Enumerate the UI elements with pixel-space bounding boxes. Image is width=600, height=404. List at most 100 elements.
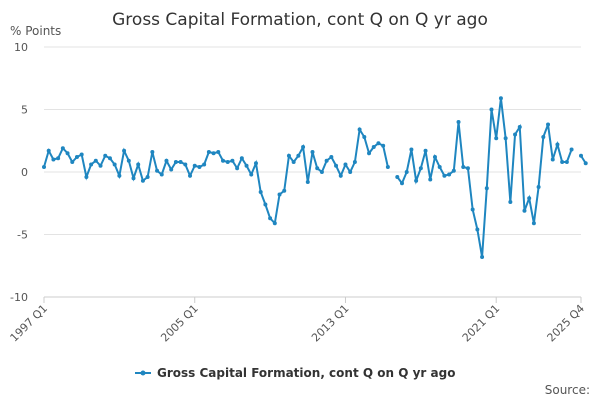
marker [579,153,583,158]
marker [456,120,461,124]
legend-label: Gross Capital Formation, cont Q on Q yr … [157,366,455,380]
marker [253,161,258,166]
line [43,126,389,226]
marker [498,96,503,101]
marker [263,202,268,207]
marker [74,155,79,159]
marker [98,163,103,168]
marker [480,255,485,259]
marker [211,151,216,156]
marker [192,163,197,168]
marker [423,148,428,153]
marker [531,221,536,226]
x-tick-label: 2025 Q4 [545,302,588,345]
marker [159,172,164,177]
marker [400,181,404,186]
marker [145,175,150,179]
marker [395,175,400,179]
marker [84,175,89,179]
marker [437,165,442,169]
y-tick-label: -10 [10,291,28,304]
marker [315,166,320,171]
marker [117,173,122,178]
marker [122,148,127,153]
marker [126,158,131,163]
marker [112,162,117,167]
marker [272,221,277,226]
marker [338,173,343,178]
y-tick-label: -5 [17,229,28,242]
marker [51,157,56,162]
marker [461,165,466,169]
marker [513,132,518,137]
marker [249,172,254,177]
marker [60,146,65,151]
marker [376,141,381,146]
marker [494,136,499,141]
legend-marker [140,370,146,376]
marker [470,207,475,212]
y-tick-label: 10 [14,41,28,54]
chart-title: Gross Capital Formation, cont Q on Q yr … [112,10,488,30]
source: Source: [545,383,590,397]
x-tick-label: 2021 Q1 [460,302,503,345]
marker [277,192,282,197]
marker [282,188,287,193]
marker [221,158,225,163]
marker [414,178,419,183]
marker [564,160,569,164]
marker [155,168,160,173]
marker [560,160,565,164]
legend-item[interactable]: Gross Capital Formation, cont Q on Q yr … [135,366,455,380]
y-tick-label: 0 [21,166,28,179]
marker [164,158,169,163]
marker [42,165,46,169]
marker [536,185,541,189]
marker [93,158,98,163]
marker [197,165,202,169]
marker [136,162,141,167]
marker [70,160,75,164]
marker [305,180,310,184]
marker [508,200,513,204]
marker [107,156,112,161]
marker [216,150,221,154]
marker [286,153,291,158]
marker [409,147,414,152]
marker [541,135,546,139]
marker [362,135,367,139]
marker [371,145,376,149]
marker [484,186,489,191]
y-axis-label: % Points [10,24,61,38]
marker [550,157,555,162]
x-tick-label: 1997 Q1 [8,302,51,345]
marker [546,122,551,127]
marker [230,158,235,163]
marker [522,208,527,213]
marker [404,170,409,174]
marker [489,107,494,112]
marker [178,160,183,164]
marker [442,173,447,178]
marker [428,177,433,182]
marker [79,152,84,157]
marker [140,178,145,183]
x-tick-label: 2013 Q1 [309,302,352,345]
marker [583,161,588,166]
marker [447,172,452,177]
marker [188,173,193,178]
marker [173,160,178,164]
marker [348,170,353,174]
marker [352,160,357,164]
marker [319,170,324,174]
marker [225,160,230,164]
marker [367,151,372,156]
line [396,98,573,258]
marker [169,167,174,172]
x-tick-label: 2005 Q1 [158,302,201,345]
marker [131,176,136,181]
marker [291,160,296,164]
marker [329,155,334,159]
marker [527,196,532,201]
